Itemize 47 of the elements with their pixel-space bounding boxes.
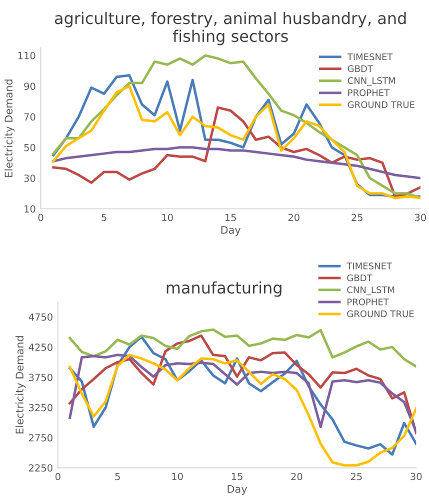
x-tick-label: 15 bbox=[225, 214, 236, 222]
y-tick-label: 50 bbox=[24, 144, 36, 152]
y-axis-title: Electricity Demand bbox=[4, 80, 15, 177]
x-tick-label: 5 bbox=[102, 214, 106, 222]
y-tick-label: 4750 bbox=[28, 313, 52, 321]
legend-label: CNN_LSTM bbox=[347, 286, 394, 296]
line-series bbox=[52, 146, 420, 180]
y-tick-label: 4250 bbox=[28, 344, 52, 351]
line-series bbox=[68, 354, 416, 467]
legend-label: CNN_LSTM bbox=[348, 77, 395, 86]
legend-label: GBDT bbox=[347, 274, 372, 282]
y-tick-label: 3250 bbox=[29, 404, 52, 412]
chart-title: manufacturing bbox=[166, 281, 282, 297]
x-tick-label: 25 bbox=[352, 214, 362, 222]
x-axis-title: Day bbox=[228, 485, 247, 495]
x-tick-label: 15 bbox=[232, 472, 242, 480]
line-series bbox=[68, 328, 416, 368]
x-tick-label: 0 bbox=[55, 472, 60, 480]
legend-label: PROPHET bbox=[348, 298, 389, 306]
y-tick-label: 10 bbox=[24, 205, 36, 213]
legend-label: GROUND TRUE bbox=[347, 310, 414, 318]
y-tick-label: 3750 bbox=[29, 374, 52, 382]
y-tick-label: 2250 bbox=[29, 464, 52, 472]
legend-label: TIMESNET bbox=[346, 262, 392, 270]
x-tick-label: 30 bbox=[410, 472, 422, 480]
y-tick-label: 90 bbox=[24, 82, 36, 90]
x-axis-title: Day bbox=[221, 226, 241, 236]
x-tick-label: 5 bbox=[115, 472, 120, 480]
x-tick-label: 10 bbox=[172, 472, 183, 480]
y-tick-label: 30 bbox=[24, 174, 36, 182]
x-tick-label: 30 bbox=[414, 214, 426, 222]
legend-label: GBDT bbox=[348, 65, 374, 72]
legend-label: GROUND TRUE bbox=[348, 101, 414, 108]
line-series bbox=[52, 106, 420, 198]
x-tick-label: 20 bbox=[291, 472, 302, 480]
x-tick-label: 0 bbox=[38, 214, 44, 222]
y-axis-title: Electricity Demand bbox=[15, 336, 26, 434]
legend-label: TIMESNET bbox=[347, 53, 393, 60]
line-series bbox=[68, 354, 416, 433]
chart-title: agriculture, forestry, animal husbandry, and fishing sectors bbox=[54, 12, 406, 46]
x-tick-label: 25 bbox=[350, 472, 362, 480]
legend-label: PROPHET bbox=[348, 89, 390, 96]
y-tick-label: 2750 bbox=[29, 434, 52, 442]
x-tick-label: 10 bbox=[162, 214, 173, 222]
y-tick-label: 110 bbox=[18, 52, 36, 60]
x-tick-label: 20 bbox=[288, 214, 300, 222]
y-tick-label: 70 bbox=[24, 113, 36, 121]
